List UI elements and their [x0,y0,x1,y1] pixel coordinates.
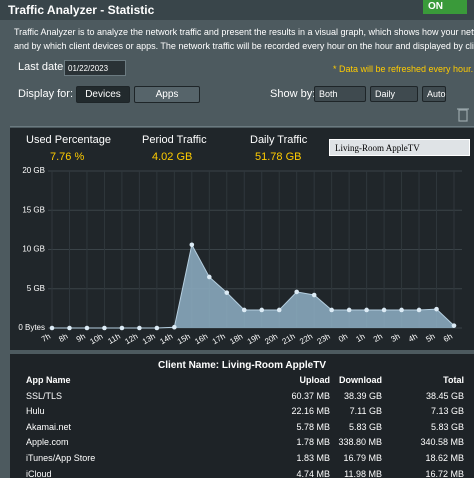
table-cell: Apple.com [26,437,69,448]
table-cell: 4.74 MB [296,468,330,478]
y-tick-label: 15 GB [22,205,45,214]
point [84,325,90,331]
y-tick-label: 0 Bytes [18,323,45,332]
point [102,325,107,331]
table-cell: 338.80 MB [338,437,382,448]
point [329,307,334,313]
tab-button[interactable]: Apps [134,86,200,103]
select[interactable]: Auto [422,86,446,102]
point [381,307,387,313]
table-panel [10,354,474,478]
x-tick-label: 2h [372,332,384,344]
point [346,307,352,313]
point [311,292,317,298]
table-cell: 5.78 MB [296,421,330,432]
table-cell: 18.62 MB [425,453,464,463]
point [451,323,457,328]
table-cell: Hulu [26,406,45,417]
table-cell: 5.83 GB [430,421,464,432]
x-tick-label: 0h [337,332,349,344]
label: Show by: [270,88,316,100]
tab-button[interactable]: Devices [76,86,130,103]
point [416,307,422,313]
select[interactable]: Daily [370,86,418,102]
trash-icon[interactable] [456,106,470,122]
point [224,290,230,295]
table-cell: SSL/TLS [26,390,63,401]
x-tick-label: 8h [57,332,69,344]
table-cell: 16.72 MB [425,468,464,478]
y-tick-label: 5 GB [27,284,45,293]
table-cell: 340.58 MB [420,437,464,448]
point [137,325,142,331]
table-cell: 1.83 MB [296,453,330,463]
area [52,244,454,328]
x-tick-label: 7h [40,332,52,344]
point [276,307,282,313]
note: * Data will be refreshed every hour. [333,64,474,74]
table-cell: iTunes/App Store [26,453,96,463]
x-tick-label: 6h [442,332,454,344]
x-tick-label: 9h [75,332,87,344]
x-tick-label: 5h [424,332,436,344]
line [52,243,455,329]
x-tick-label: 1h [354,332,366,344]
table-cell: 22.16 MB [291,406,330,417]
x-tick-label: 4h [407,332,419,344]
toggle[interactable]: ON [423,0,467,14]
y-tick-label: 20 GB [22,166,45,175]
table-cell: 11.98 MB [344,468,382,478]
date-input[interactable]: 01/22/2023 [64,60,126,76]
point [294,289,299,295]
column-header: Download [339,375,382,385]
column-header: Upload [299,375,331,385]
label: Last date: [18,61,67,73]
description-line: Traffic Analyzer is to analyze the netwo… [14,27,474,37]
stat-value: 4.02 GB [152,151,193,163]
stat-value: 7.76 % [50,151,85,163]
table-cell: Akamai.net [26,421,72,432]
description-line: and by which client devices or apps. The… [14,41,474,51]
table-cell: 5.83 GB [348,421,382,432]
client-select[interactable]: Living-Room AppleTV [329,139,470,156]
point [399,307,404,313]
point [67,325,72,331]
table-cell: 60.37 MB [291,390,330,401]
table-cell: 38.39 GB [343,390,382,401]
point [207,274,212,280]
stat-label: Used Percentage [26,134,111,146]
point [119,325,125,331]
page-title: Traffic Analyzer - Statistic [8,3,155,17]
point [434,306,439,312]
header-bar [0,0,474,20]
divider [10,126,474,127]
stat-value: 51.78 GB [255,151,302,163]
point [364,307,369,313]
select[interactable]: Both [314,86,366,102]
stat-label: Period Traffic [142,134,207,146]
table-title: Client Name: Living-Room AppleTV [158,360,326,371]
x-tick-label: 3h [389,332,401,344]
table-cell: iCloud [26,468,52,478]
point [241,307,247,313]
table-cell: 38.45 GB [425,390,464,401]
point [154,325,160,331]
stat-label: Daily Traffic [250,134,308,146]
table-cell: 16.79 MB [343,453,382,463]
label: Display for: [18,88,74,100]
column-header: App Name [26,375,71,385]
point [189,242,195,248]
point [172,324,177,330]
point [49,325,55,331]
table-cell: 7.11 GB [349,406,382,417]
point [259,307,265,313]
column-header: Total [443,375,464,385]
table-cell: 1.78 MB [296,437,330,448]
table-cell: 7.13 GB [430,406,464,417]
y-tick-label: 10 GB [22,245,45,254]
